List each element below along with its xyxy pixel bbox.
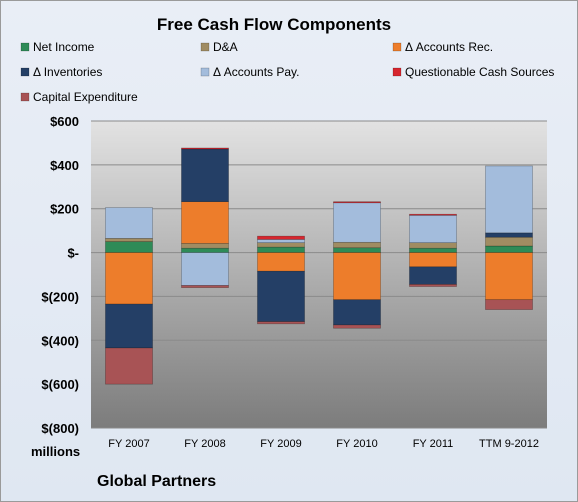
x-tick-label: FY 2010: [336, 438, 377, 450]
gridlines: [91, 120, 547, 429]
legend-label-accounts-pay: Δ Accounts Pay.: [213, 65, 300, 79]
legend-swatch-d-a: [200, 42, 210, 52]
bar-accounts-pay: [485, 165, 533, 234]
x-tick-label: FY 2009: [260, 438, 301, 450]
bar-d-a: [333, 241, 381, 249]
bar-d-a: [257, 242, 305, 248]
bar-capital-expenditure: [257, 321, 305, 325]
x-tick-label: FY 2008: [184, 438, 225, 450]
bar-net-income: [257, 246, 305, 253]
legend-label-capital-expenditure: Capital Expenditure: [33, 90, 138, 104]
bar-d-a: [409, 242, 457, 249]
bar-net-income: [485, 245, 533, 253]
bar-net-income: [409, 247, 457, 253]
legend-swatch-accounts-pay: [200, 67, 210, 77]
legend-label-inventories: Δ Inventories: [33, 65, 102, 79]
footer-label: Global Partners: [97, 473, 217, 490]
bar-capital-expenditure: [333, 324, 381, 329]
y-tick-label: $(400): [41, 333, 79, 348]
bar-capital-expenditure: [105, 347, 153, 385]
bar-accounts-pay: [257, 239, 305, 244]
bar-capital-expenditure: [181, 285, 229, 288]
y-tick-label: $(600): [41, 377, 79, 392]
bar-inventories: [257, 270, 305, 322]
bar-questionable-cash-sources: [333, 201, 381, 204]
bar-d-a: [485, 236, 533, 247]
legend-swatch-questionable-cash-sources: [392, 67, 402, 77]
y-tick-label: $(200): [41, 289, 79, 304]
bar-accounts-pay: [333, 202, 381, 243]
bar-accounts-rec: [181, 201, 229, 244]
x-axis: FY 2007 FY 2008 FY 2009 FY 2010 FY 2011 TTM 9…: [108, 438, 539, 450]
bar-questionable-cash-sources: [409, 213, 457, 216]
plot-area: [91, 121, 547, 428]
x-tick-label: TTM 9-2012: [479, 438, 539, 450]
bar-inventories: [485, 232, 533, 238]
bar-capital-expenditure: [485, 299, 533, 310]
bar-accounts-rec: [105, 252, 153, 305]
legend-swatch-capital-expenditure: [20, 92, 30, 102]
bar-inventories: [333, 299, 381, 326]
bar-net-income: [333, 247, 381, 253]
bar-d-a: [105, 238, 153, 242]
bar-net-income: [181, 247, 229, 253]
y-tick-label: $-: [67, 246, 79, 261]
bar-inventories: [181, 148, 229, 202]
x-tick-label: FY 2007: [108, 438, 149, 450]
bar-net-income: [105, 241, 153, 253]
bar-accounts-pay: [409, 214, 457, 244]
bar-accounts-rec: [333, 252, 381, 301]
legend-label-d-a: D&A: [213, 40, 238, 54]
y-tick-label: $(800): [41, 421, 79, 436]
units-label: millions: [31, 444, 81, 459]
legend-label-net-income: Net Income: [33, 40, 95, 54]
y-tick-label: $200: [50, 202, 79, 217]
bar-capital-expenditure: [409, 284, 457, 287]
bar-accounts-rec: [485, 252, 533, 301]
y-axis: $600 $400 $200 $- $(200) $(400) $(600) $(800): [41, 114, 79, 436]
bar-d-a: [181, 243, 229, 249]
bar-questionable-cash-sources: [257, 235, 305, 240]
bar-inventories: [105, 303, 153, 349]
bar-accounts-rec: [257, 252, 305, 272]
bar-accounts-pay: [105, 207, 153, 239]
y-tick-label: $600: [50, 114, 79, 129]
legend-swatch-net-income: [20, 42, 30, 52]
bar-accounts-rec: [409, 252, 457, 268]
legend-swatch-accounts-rec: [392, 42, 402, 52]
bar-questionable-cash-sources: [181, 147, 229, 150]
y-tick-label: $400: [50, 158, 79, 173]
bars: [105, 147, 533, 385]
x-tick-label: FY 2011: [413, 438, 454, 450]
legend-label-accounts-rec: Δ Accounts Rec.: [405, 40, 493, 54]
bar-inventories: [409, 266, 457, 285]
bar-accounts-pay: [181, 252, 229, 286]
chart-title: Free Cash Flow Components: [156, 15, 392, 34]
legend-label-questionable-cash-sources: Questionable Cash Sources: [405, 65, 554, 79]
legend-swatch-inventories: [20, 67, 30, 77]
legend: Net Income D&A Δ Accounts Rec. Δ Inventorie…: [20, 40, 554, 104]
